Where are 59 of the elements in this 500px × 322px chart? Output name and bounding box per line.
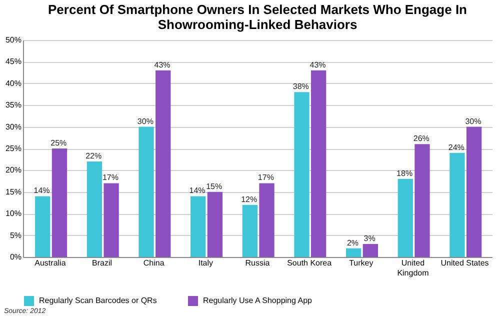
y-tick-label: 30% — [5, 122, 22, 132]
bar — [52, 148, 68, 257]
x-tick-label: China — [143, 258, 165, 268]
bar — [346, 248, 362, 257]
x-tick-label: United Kingdom — [397, 258, 430, 278]
bar — [450, 152, 465, 257]
data-label: 30% — [465, 116, 482, 126]
y-tick-label: 20% — [5, 166, 22, 175]
bar — [156, 70, 171, 257]
legend-label: Regularly Use A Shopping App — [203, 296, 313, 305]
y-tick-label: 50% — [5, 36, 22, 44]
data-label: 24% — [448, 142, 464, 152]
bar — [104, 183, 119, 257]
y-tick-label: 5% — [10, 230, 22, 240]
bar — [190, 196, 206, 257]
x-tick-label: Australia — [34, 258, 66, 268]
x-tick-label: Brazil — [92, 258, 112, 268]
data-label: 18% — [396, 168, 413, 178]
data-label: 12% — [241, 194, 258, 204]
data-label: 17% — [102, 173, 118, 182]
data-label: 43% — [154, 60, 170, 70]
x-tick-label: Turkey — [349, 258, 374, 268]
y-tick-label: 25% — [5, 144, 22, 153]
bar — [414, 144, 430, 257]
legend-label: Regularly Scan Barcodes or QRs — [39, 296, 157, 305]
data-label: 22% — [86, 152, 102, 161]
y-tick-label: 45% — [5, 57, 22, 66]
bar — [398, 178, 413, 257]
data-label: 30% — [137, 116, 154, 126]
data-label: 25% — [50, 138, 67, 148]
x-tick-label: South Korea — [287, 258, 332, 268]
data-label: 15% — [206, 182, 222, 191]
bar — [259, 183, 274, 257]
bar — [86, 162, 102, 257]
y-tick-label: 40% — [5, 78, 22, 88]
bar — [35, 196, 50, 257]
y-tick-label: 15% — [5, 187, 22, 196]
bar — [207, 192, 223, 257]
data-label: 14% — [34, 186, 50, 196]
data-label: 38% — [292, 82, 309, 92]
x-tick-label: Russia — [245, 258, 270, 268]
data-label: 2% — [346, 238, 359, 248]
data-label: 26% — [413, 134, 430, 144]
bar — [466, 126, 482, 257]
bar — [242, 204, 258, 257]
x-tick-label: Italy — [198, 258, 214, 268]
data-label: 3% — [364, 234, 376, 243]
data-label: 17% — [258, 173, 274, 182]
bar — [138, 126, 154, 257]
chart-title: Percent Of Smartphone Owners In Selected Markets Who Engage In Showrooming-Linked Behaviors — [48, 2, 468, 32]
y-tick-label: 10% — [5, 209, 22, 218]
bar — [362, 244, 378, 257]
y-tick-label: 0% — [10, 252, 22, 262]
bar — [294, 92, 310, 257]
y-tick-label: 35% — [5, 100, 22, 110]
data-label: 14% — [189, 186, 206, 196]
bar — [311, 70, 326, 257]
data-label: 43% — [310, 60, 326, 70]
x-tick-label: United States — [440, 258, 489, 268]
